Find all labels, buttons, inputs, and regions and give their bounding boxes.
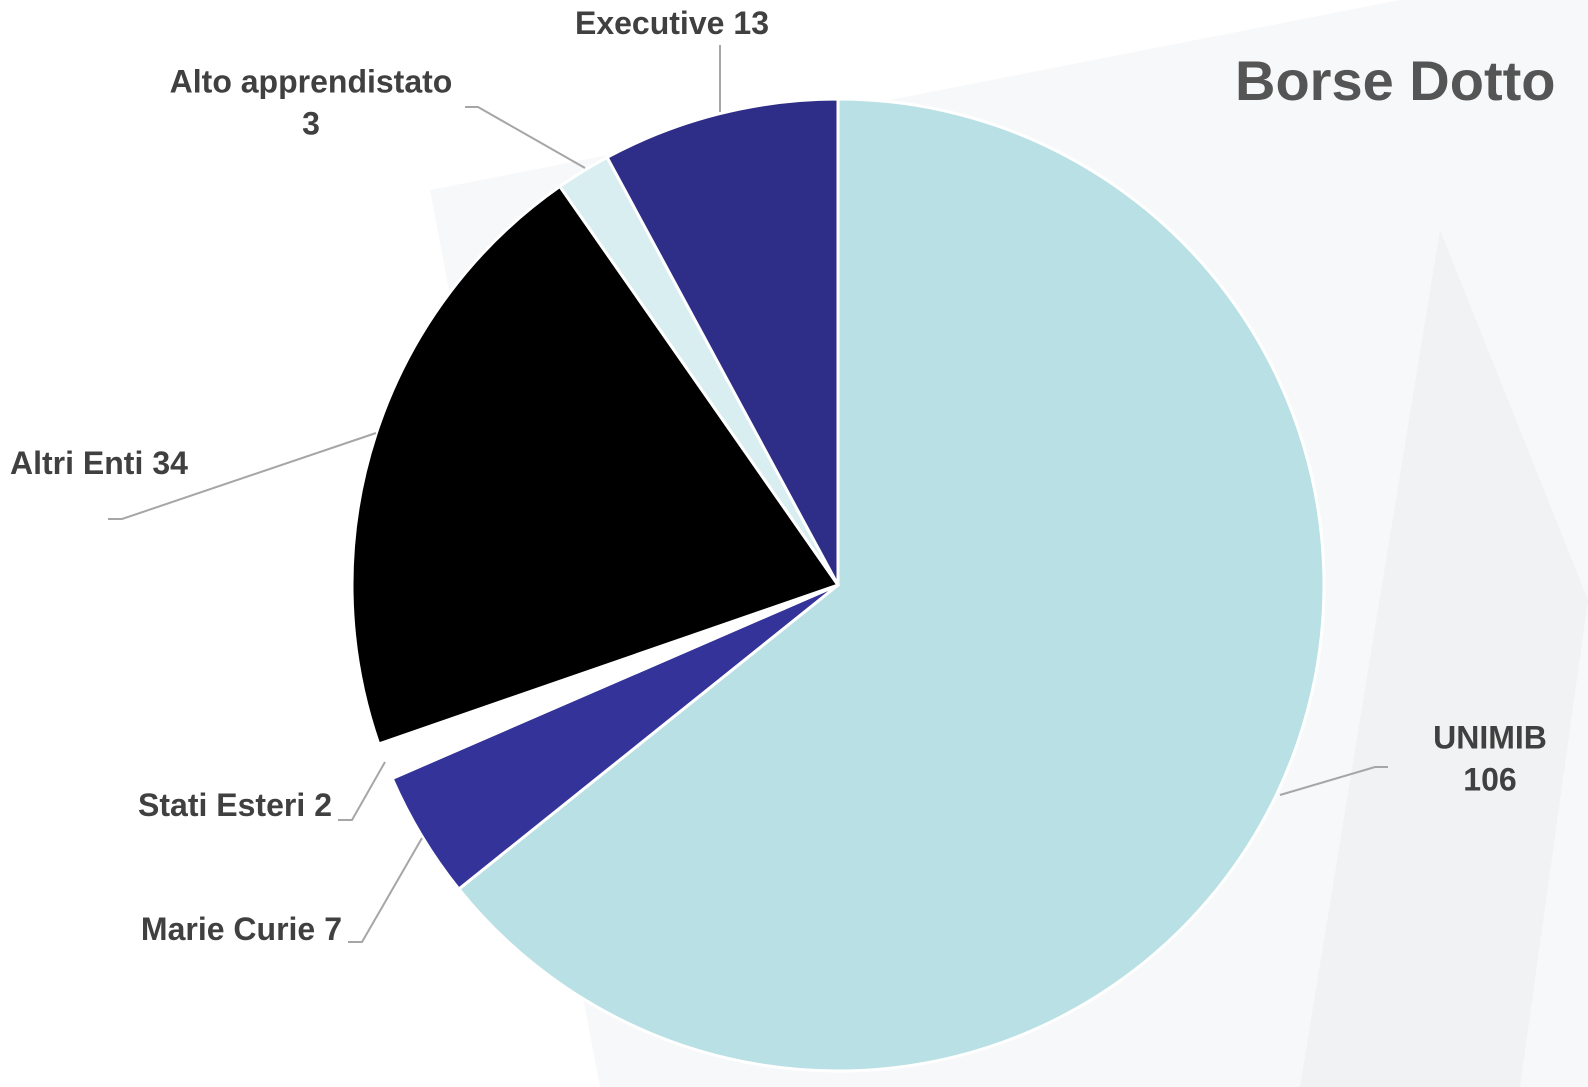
- slice-name: Stati Esteri: [138, 787, 305, 823]
- slice-name: Altri Enti: [10, 445, 143, 481]
- pie-slice: [605, 97, 840, 586]
- leader-line: [108, 432, 377, 520]
- slice-name: Executive: [575, 5, 724, 41]
- leader-line: [465, 106, 586, 169]
- pie-slice: [456, 97, 1326, 1073]
- leader-line: [348, 837, 423, 943]
- slice-label: Altri Enti 34: [10, 445, 188, 481]
- slice-label: UNIMIB: [1433, 719, 1547, 755]
- slice-label: Executive 13: [575, 5, 769, 41]
- background-shape: [1300, 230, 1588, 1087]
- slice-value: 34: [152, 445, 188, 481]
- slice-value: 13: [733, 5, 769, 41]
- slice-label: Stati Esteri 2: [138, 787, 332, 823]
- pie-slice: [350, 184, 841, 746]
- slice-label: Alto apprendistato: [170, 63, 453, 99]
- leader-line: [338, 761, 386, 821]
- chart-title: Borse Dotto: [1235, 49, 1555, 112]
- slice-label: Marie Curie 7: [141, 911, 342, 947]
- slice-name: Marie Curie: [141, 911, 315, 947]
- slice-value: 2: [314, 787, 332, 823]
- slice-value: 106: [1463, 761, 1516, 797]
- leader-line: [1279, 766, 1388, 796]
- slice-value: 7: [324, 911, 342, 947]
- slice-value: 3: [302, 105, 320, 141]
